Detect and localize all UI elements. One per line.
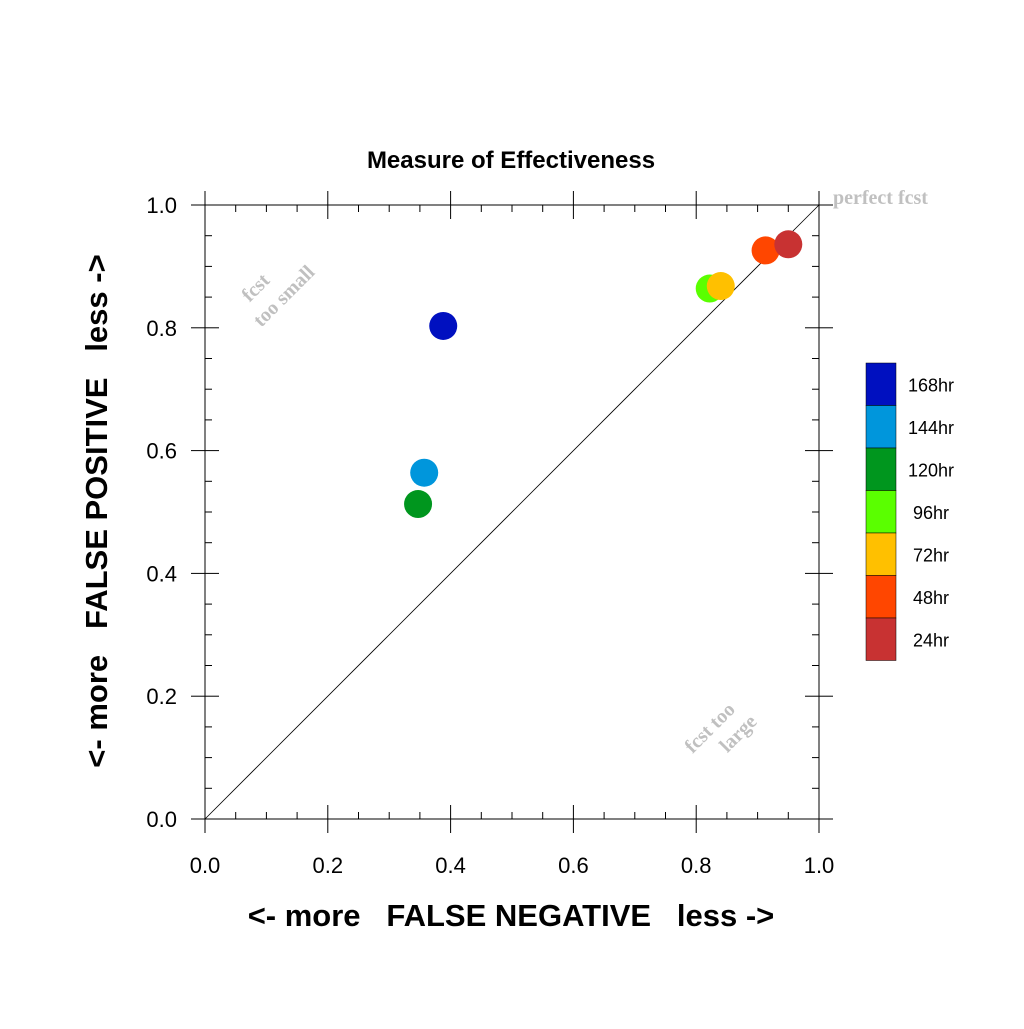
legend-swatch-96hr — [865, 490, 897, 534]
x-tick-label: 0.4 — [435, 853, 466, 878]
tick-marks — [191, 191, 833, 833]
legend-label-48hr: 48hr — [913, 588, 949, 608]
data-point-24hr — [774, 230, 803, 259]
x-tick-label: 0.2 — [313, 853, 344, 878]
legend-swatch-48hr — [865, 575, 897, 619]
legend-swatch-72hr — [865, 532, 897, 576]
x-axis-label: <- more FALSE NEGATIVE less -> — [248, 898, 775, 933]
data-point-72hr — [706, 272, 735, 301]
legend-swatch-120hr — [865, 447, 897, 491]
x-tick-label: 1.0 — [804, 853, 835, 878]
data-point-120hr — [404, 490, 433, 519]
legend-label-24hr: 24hr — [913, 630, 949, 650]
y-axis-label: <- more FALSE POSITIVE less -> — [79, 254, 114, 767]
diagonal-line — [204, 204, 820, 820]
x-tick-label: 0.8 — [681, 853, 712, 878]
legend-label-96hr: 96hr — [913, 503, 949, 523]
data-point-168hr — [429, 311, 458, 340]
y-tick-label: 0.0 — [146, 807, 177, 832]
chart-title: Measure of Effectiveness — [367, 147, 655, 174]
legend: 168hr 144hr 120hr 96hr 72hr 48hr 24hr — [865, 362, 954, 661]
legend-swatch-168hr — [865, 362, 897, 406]
y-tick-label: 1.0 — [146, 193, 177, 218]
y-tick-label: 0.2 — [146, 684, 177, 709]
x-tick-label: 0.0 — [190, 853, 221, 878]
tick-labels: 0.0 0.2 0.4 0.6 0.8 1.0 0.0 0.2 0.4 0.6 0.8 1.0 — [146, 193, 834, 878]
data-point-144hr — [410, 458, 439, 487]
y-tick-label: 0.4 — [146, 561, 177, 586]
annotation-fcst-too-large: fcst too large — [681, 699, 762, 758]
legend-label-72hr: 72hr — [913, 545, 949, 565]
legend-label-168hr: 168hr — [908, 375, 954, 395]
annotation-fcst-too-small: fcst too small — [237, 261, 319, 331]
legend-label-120hr: 120hr — [908, 460, 954, 480]
data-points — [404, 230, 803, 519]
x-tick-label: 0.6 — [558, 853, 589, 878]
y-tick-label: 0.6 — [146, 439, 177, 464]
data-point-48hr — [751, 236, 780, 265]
annotation-perfect-fcst: perfect fcst — [833, 187, 928, 209]
legend-swatch-144hr — [865, 405, 897, 449]
y-tick-label: 0.8 — [146, 316, 177, 341]
legend-label-144hr: 144hr — [908, 418, 954, 438]
legend-swatch-24hr — [865, 617, 897, 661]
